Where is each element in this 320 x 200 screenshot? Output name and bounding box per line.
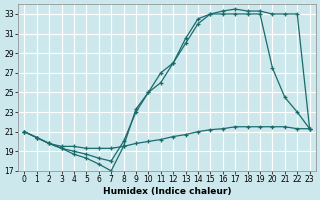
X-axis label: Humidex (Indice chaleur): Humidex (Indice chaleur)	[103, 187, 231, 196]
